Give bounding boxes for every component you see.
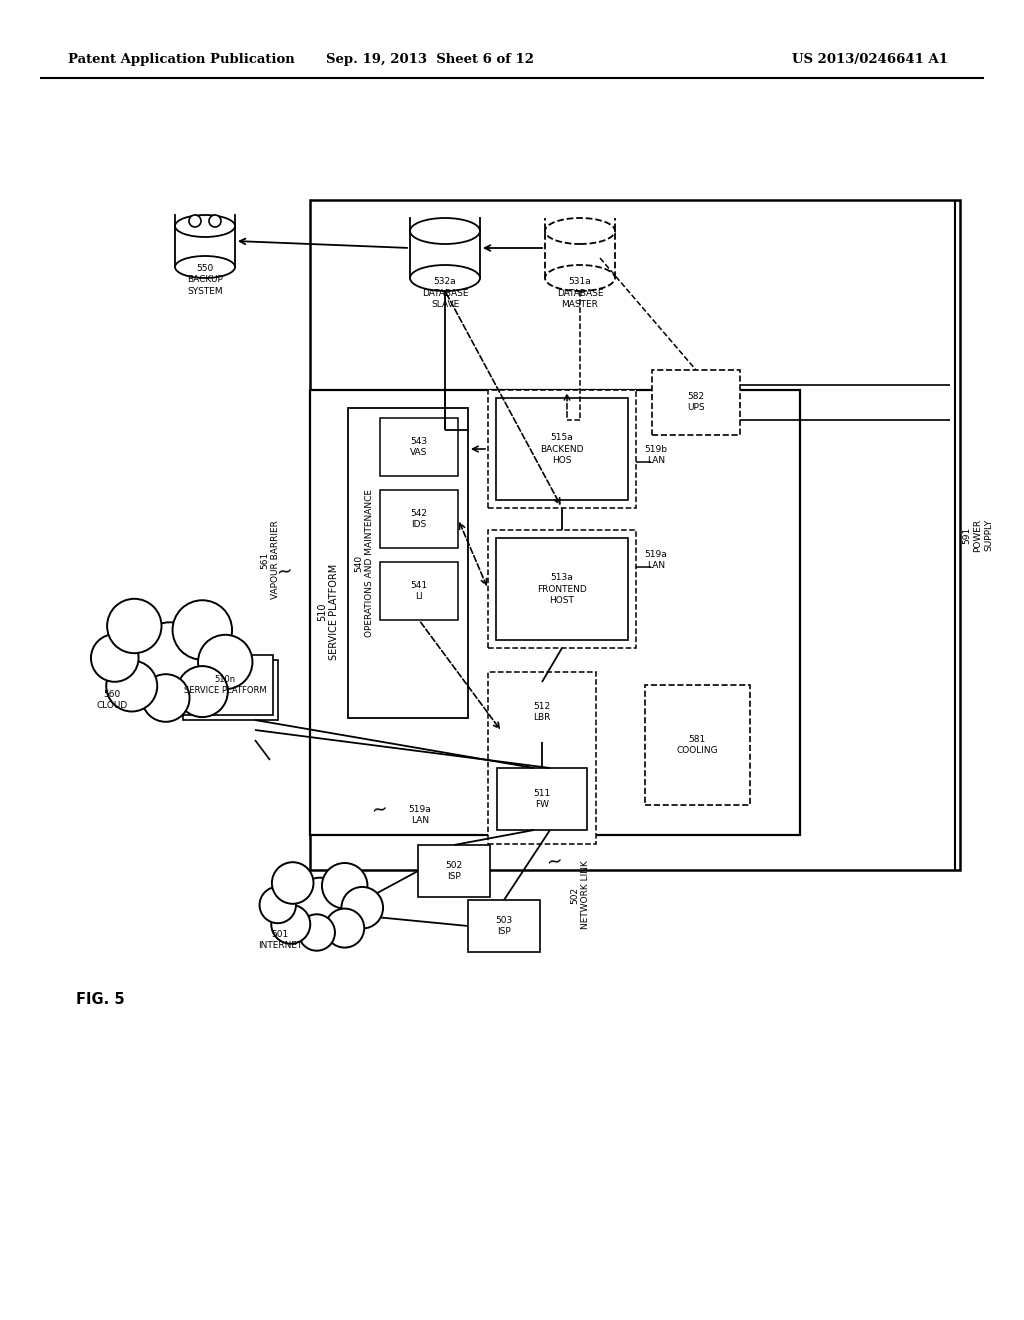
Circle shape [259, 887, 296, 923]
Circle shape [209, 215, 221, 227]
Circle shape [272, 862, 313, 904]
Circle shape [142, 675, 189, 722]
FancyBboxPatch shape [380, 490, 458, 548]
Text: 532a
DATABASE
SLAVE: 532a DATABASE SLAVE [422, 277, 468, 309]
Ellipse shape [175, 256, 234, 279]
Circle shape [106, 660, 158, 711]
Text: 519a
LAN: 519a LAN [409, 805, 431, 825]
Text: 501
INTERNET: 501 INTERNET [258, 931, 302, 950]
FancyBboxPatch shape [183, 660, 278, 719]
FancyBboxPatch shape [496, 539, 628, 640]
Text: 502
ISP: 502 ISP [445, 861, 463, 880]
Circle shape [91, 634, 138, 682]
Text: 503
ISP: 503 ISP [496, 916, 513, 936]
FancyBboxPatch shape [488, 389, 636, 508]
Text: 513a
FRONTEND
HOST: 513a FRONTEND HOST [538, 573, 587, 605]
Text: 542
IDS: 542 IDS [411, 510, 427, 529]
FancyBboxPatch shape [178, 655, 273, 715]
FancyBboxPatch shape [488, 672, 596, 843]
Text: 510n
SERVICE PLATFORM: 510n SERVICE PLATFORM [183, 675, 266, 696]
Text: 510
SERVICE PLATFORM: 510 SERVICE PLATFORM [316, 564, 339, 660]
Text: 591
POWER
SUPPLY: 591 POWER SUPPLY [963, 519, 993, 552]
Circle shape [173, 601, 232, 660]
Ellipse shape [545, 218, 615, 244]
FancyBboxPatch shape [310, 389, 800, 836]
Text: US 2013/0246641 A1: US 2013/0246641 A1 [792, 54, 948, 66]
Ellipse shape [410, 218, 480, 244]
FancyBboxPatch shape [497, 768, 587, 830]
Text: 582
UPS: 582 UPS [687, 392, 705, 412]
Text: 541
LI: 541 LI [411, 581, 428, 601]
Text: 519a
LAN: 519a LAN [645, 550, 668, 570]
Text: Sep. 19, 2013  Sheet 6 of 12: Sep. 19, 2013 Sheet 6 of 12 [326, 54, 534, 66]
Bar [175, 215, 234, 267]
Text: 511
FW: 511 FW [534, 789, 551, 809]
Bar [545, 218, 615, 279]
Circle shape [341, 887, 383, 928]
Text: 543
VAS: 543 VAS [411, 437, 428, 457]
Circle shape [189, 215, 201, 227]
FancyBboxPatch shape [380, 418, 458, 477]
Text: 560
CLOUD: 560 CLOUD [96, 690, 128, 710]
Circle shape [177, 667, 227, 717]
Text: 531a
DATABASE
MASTER: 531a DATABASE MASTER [557, 277, 603, 309]
FancyBboxPatch shape [310, 201, 961, 870]
Text: ~: ~ [275, 561, 295, 582]
Circle shape [293, 878, 347, 932]
FancyBboxPatch shape [468, 900, 540, 952]
Text: 519b
LAN: 519b LAN [644, 445, 668, 465]
FancyBboxPatch shape [418, 845, 490, 898]
Text: 512
LBR: 512 LBR [534, 702, 551, 722]
Text: Patent Application Publication: Patent Application Publication [68, 54, 295, 66]
Text: 550
BACKUP
SYSTEM: 550 BACKUP SYSTEM [187, 264, 223, 296]
Text: 561
VAPOUR BARRIER: 561 VAPOUR BARRIER [260, 520, 280, 599]
Bar [410, 218, 480, 279]
FancyBboxPatch shape [645, 685, 750, 805]
Text: ~: ~ [371, 799, 390, 821]
Circle shape [299, 915, 335, 950]
FancyBboxPatch shape [496, 399, 628, 500]
Text: 515a
BACKEND
HOS: 515a BACKEND HOS [541, 433, 584, 465]
Circle shape [198, 635, 253, 689]
Text: ~: ~ [546, 851, 564, 873]
Text: 540
OPERATIONS AND MAINTENANCE: 540 OPERATIONS AND MAINTENANCE [354, 488, 374, 638]
FancyBboxPatch shape [652, 370, 740, 436]
FancyBboxPatch shape [380, 562, 458, 620]
Circle shape [134, 622, 206, 694]
Circle shape [326, 908, 365, 948]
Circle shape [271, 904, 310, 944]
Circle shape [322, 863, 368, 908]
Circle shape [108, 599, 162, 653]
Text: FIG. 5: FIG. 5 [76, 993, 124, 1007]
Ellipse shape [175, 215, 234, 238]
FancyBboxPatch shape [348, 408, 468, 718]
Ellipse shape [410, 265, 480, 290]
Ellipse shape [545, 265, 615, 290]
FancyBboxPatch shape [488, 531, 636, 648]
FancyBboxPatch shape [497, 682, 587, 742]
Text: 502
NETWORK LINK: 502 NETWORK LINK [570, 861, 590, 929]
Text: 581
COOLING: 581 COOLING [676, 735, 718, 755]
